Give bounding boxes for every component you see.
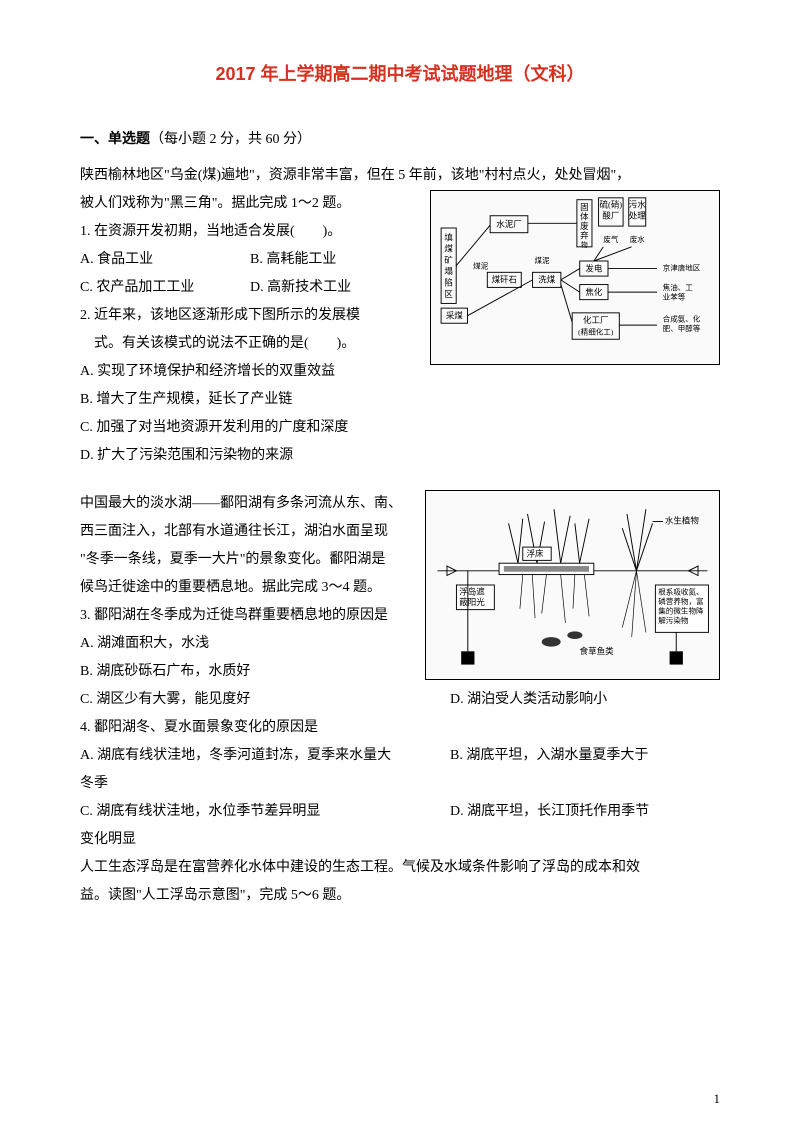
svg-text:集的微生物降: 集的微生物降 [658, 605, 704, 615]
svg-text:肥、甲醇等: 肥、甲醇等 [663, 323, 701, 333]
q1-opts-ab: A. 食品工业 B. 高耗能工业 [80, 246, 420, 274]
passage2-block: 水生植物 浮床 浮岛遮蔽阳光 根系吸收氮、 磷营养物，富 集的微生物降 解污染物… [80, 490, 720, 686]
svg-text:蔽阳光: 蔽阳光 [459, 597, 485, 607]
p2-l4: 候鸟迁徙途中的重要栖息地。据此完成 3～4 题。 [80, 574, 410, 602]
q3b: B. 湖底砂砾石广布，水质好 [80, 658, 410, 686]
q4-ab-row: A. 湖底有线状洼地，冬季河道封冻，夏季来水量大B. 湖底平坦，入湖水量夏季大于 [80, 742, 720, 770]
svg-text:京津唐地区: 京津唐地区 [663, 262, 701, 272]
svg-text:洗煤: 洗煤 [538, 275, 555, 285]
q1d: D. 高新技术工业 [250, 274, 420, 302]
q4b: B. 湖底平坦，入湖水量夏季大于 [450, 748, 648, 763]
q2l2: 式。有关该模式的说法不正确的是( )。 [80, 330, 420, 358]
q2d: D. 扩大了污染范围和污染物的来源 [80, 442, 720, 470]
q2c: C. 加强了对当地资源开发利用的广度和深度 [80, 414, 720, 442]
svg-text:塌: 塌 [444, 266, 452, 276]
svg-text:(精细化工): (精细化工) [578, 327, 614, 337]
q3-cd-row: C. 湖区少有大雾，能见度好D. 湖泊受人类活动影响小 [80, 686, 720, 714]
svg-text:磷营养物，富: 磷营养物，富 [658, 596, 703, 606]
svg-text:废气: 废气 [603, 234, 619, 244]
svg-text:煤泥: 煤泥 [534, 255, 550, 265]
svg-text:解污染物: 解污染物 [658, 615, 689, 625]
svg-text:采煤: 采煤 [446, 311, 463, 321]
svg-text:业苯等: 业苯等 [663, 292, 686, 302]
q3a: A. 湖滩面积大，水浅 [80, 630, 410, 658]
svg-text:弃: 弃 [580, 230, 589, 240]
q4a: A. 湖底有线状洼地，冬季河道封冻，夏季来水量大 [80, 742, 450, 770]
island-diagram-svg: 水生植物 浮床 浮岛遮蔽阳光 根系吸收氮、 磷营养物，富 集的微生物降 解污染物… [430, 495, 715, 675]
svg-text:处理: 处理 [629, 211, 646, 221]
p1-l2: 被人们戏称为"黑三角"。据此完成 1～2 题。 [80, 190, 420, 218]
page-title: 2017 年上学期高二期中考试试题地理（文科） [80, 60, 720, 86]
q2l1: 2. 近年来，该地区逐渐形成下图所示的发展模 [80, 302, 420, 330]
p2-l3: "冬季一条线，夏季一大片"的景象变化。鄱阳湖是 [80, 546, 410, 574]
q4-cd-row: C. 湖底有线状洼地，水位季节差异明显D. 湖底平坦，长江顶托作用季节 [80, 798, 720, 826]
svg-text:酸厂: 酸厂 [602, 211, 619, 221]
q4d: D. 湖底平坦，长江顶托作用季节 [450, 804, 649, 819]
svg-text:煤泥: 煤泥 [473, 261, 489, 271]
svg-text:浮岛遮: 浮岛遮 [459, 586, 485, 596]
p2-l2: 西三面注入，北部有水道通往长江，湖泊水面呈现 [80, 518, 410, 546]
svg-text:煤: 煤 [444, 244, 453, 254]
svg-text:硫(硝): 硫(硝) [600, 199, 623, 209]
page-number: 1 [714, 1091, 721, 1107]
q4b2: 冬季 [80, 770, 720, 798]
svg-text:矿: 矿 [444, 255, 453, 265]
svg-text:合成氨、化: 合成氨、化 [663, 313, 701, 323]
passage2-narrow: 中国最大的淡水湖——鄱阳湖有多条河流从东、南、 西三面注入，北部有水道通往长江，… [80, 490, 410, 686]
q1a: A. 食品工业 [80, 246, 250, 274]
svg-text:根系吸收氮、: 根系吸收氮、 [658, 586, 703, 596]
q3: 3. 鄱阳湖在冬季成为迁徙鸟群重要栖息地的原因是 [80, 602, 410, 630]
svg-text:水生植物: 水生植物 [665, 515, 700, 525]
svg-text:发电: 发电 [585, 263, 602, 273]
svg-text:区: 区 [444, 289, 453, 299]
svg-text:化工厂: 化工厂 [583, 315, 608, 325]
p2-l1: 中国最大的淡水湖——鄱阳湖有多条河流从东、南、 [80, 490, 410, 518]
p3-l2: 益。读图"人工浮岛示意图"，完成 5～6 题。 [80, 882, 720, 910]
content-body: 一、单选题（每小题 2 分，共 60 分） 陕西榆林地区"乌金(煤)遍地"，资源… [80, 126, 720, 910]
svg-text:浮床: 浮床 [527, 549, 545, 559]
q4d2: 变化明显 [80, 826, 720, 854]
svg-text:焦化: 焦化 [585, 287, 602, 297]
svg-text:填: 填 [444, 232, 453, 242]
q1c: C. 农产品加工工业 [80, 274, 250, 302]
q3c: C. 湖区少有大雾，能见度好 [80, 686, 450, 714]
passage1-line1: 陕西榆林地区"乌金(煤)遍地"，资源非常丰富，但在 5 年前，该地"村村点火，处… [80, 162, 720, 190]
heading-text: 一、单选题 [80, 132, 150, 147]
q3d: D. 湖泊受人类活动影响小 [450, 692, 607, 707]
svg-text:物: 物 [581, 240, 588, 249]
p3-l1: 人工生态浮岛是在富营养化水体中建设的生态工程。气候及水域条件影响了浮岛的成本和效 [80, 854, 720, 882]
svg-text:煤矸石: 煤矸石 [492, 275, 517, 285]
svg-text:废水: 废水 [630, 234, 646, 244]
q4c: C. 湖底有线状洼地，水位季节差异明显 [80, 798, 450, 826]
section-heading: 一、单选题（每小题 2 分，共 60 分） [80, 126, 720, 154]
q1-opts-cd: C. 农产品加工工业 D. 高新技术工业 [80, 274, 420, 302]
q2b: B. 增大了生产规模，延长了产业链 [80, 386, 720, 414]
q1b: B. 高耗能工业 [250, 246, 420, 274]
passage1-narrow: 被人们戏称为"黑三角"。据此完成 1～2 题。 1. 在资源开发初期，当地适合发… [80, 190, 420, 358]
svg-text:焦油、工: 焦油、工 [663, 282, 694, 292]
svg-text:食草鱼类: 食草鱼类 [580, 646, 615, 656]
heading-note: （每小题 2 分，共 60 分） [150, 132, 311, 147]
diagram-1: 填煤矿塌陷区 水泥厂 固体废弃物 硫(硝)酸厂 污水处理 废气 废水 煤泥 煤矸… [430, 190, 720, 365]
q1: 1. 在资源开发初期，当地适合发展( )。 [80, 218, 420, 246]
q4: 4. 鄱阳湖冬、夏水面景象变化的原因是 [80, 714, 720, 742]
svg-text:陷: 陷 [444, 278, 452, 288]
svg-text:污水: 污水 [629, 199, 646, 209]
passage1-block: 填煤矿塌陷区 水泥厂 固体废弃物 硫(硝)酸厂 污水处理 废气 废水 煤泥 煤矸… [80, 190, 720, 358]
coal-diagram-svg: 填煤矿塌陷区 水泥厂 固体废弃物 硫(硝)酸厂 污水处理 废气 废水 煤泥 煤矸… [435, 195, 715, 360]
svg-text:水泥厂: 水泥厂 [496, 219, 521, 229]
diagram-2: 水生植物 浮床 浮岛遮蔽阳光 根系吸收氮、 磷营养物，富 集的微生物降 解污染物… [425, 490, 720, 680]
